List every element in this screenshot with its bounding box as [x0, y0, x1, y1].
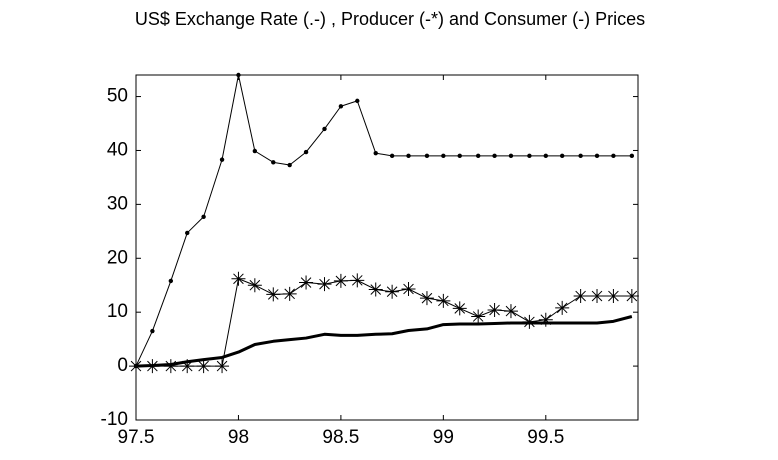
marker [303, 149, 309, 155]
marker [317, 277, 332, 292]
marker [441, 153, 446, 159]
marker [252, 148, 258, 154]
marker [629, 153, 635, 159]
marker [150, 328, 155, 334]
marker [624, 289, 639, 304]
marker [196, 359, 211, 374]
plot-frame [135, 74, 639, 421]
marker [471, 309, 486, 324]
marker [457, 153, 462, 159]
x-tick-label: 98.5 [322, 427, 359, 448]
marker [266, 287, 281, 302]
marker [475, 153, 481, 159]
marker [406, 153, 411, 159]
marker [236, 72, 241, 78]
marker [338, 104, 344, 109]
y-tick-label: 0 [117, 355, 128, 376]
y-tick-label: 40 [107, 139, 128, 160]
marker [594, 153, 600, 159]
marker [436, 293, 451, 308]
y-tick-label: 30 [107, 193, 128, 214]
chart-title: US$ Exchange Rate (.-) , Producer (-*) a… [135, 9, 645, 29]
marker [219, 157, 225, 162]
marker [452, 301, 467, 316]
marker [424, 153, 430, 159]
marker [543, 153, 548, 159]
marker [606, 289, 621, 304]
marker [503, 304, 518, 319]
marker [215, 359, 230, 374]
marker [538, 312, 553, 327]
marker [333, 273, 348, 288]
marker [373, 150, 378, 156]
marker [419, 291, 434, 306]
marker [573, 289, 588, 304]
marker [401, 282, 416, 297]
marker [163, 359, 178, 374]
marker [282, 286, 297, 301]
marker [368, 282, 383, 297]
marker [611, 153, 616, 159]
marker [555, 300, 570, 315]
marker [185, 230, 190, 236]
marker [287, 162, 292, 168]
y-tick-label: 10 [107, 301, 128, 322]
marker [201, 214, 206, 219]
marker [168, 278, 174, 284]
marker [590, 289, 605, 304]
x-tick-label: 99 [433, 427, 454, 448]
marker [559, 153, 565, 159]
marker [350, 273, 365, 288]
marker [271, 160, 276, 165]
marker [385, 284, 400, 299]
x-tick-label: 98 [228, 427, 249, 448]
x-tick-label: 97.5 [118, 427, 155, 448]
marker [322, 126, 327, 132]
marker [129, 359, 143, 374]
series-line [135, 315, 633, 368]
marker [389, 153, 395, 159]
marker [299, 275, 314, 290]
marker [180, 359, 195, 374]
y-tick-label: -10 [101, 409, 128, 430]
x-tick-label: 99.5 [527, 427, 564, 448]
marker [487, 303, 502, 318]
marker [231, 271, 246, 286]
marker [578, 153, 583, 159]
marker [492, 153, 497, 159]
y-tick-label: 50 [107, 86, 128, 107]
marker [355, 98, 360, 104]
marker [247, 278, 262, 293]
marker [527, 153, 532, 159]
y-tick-label: 20 [107, 247, 128, 268]
series-line [135, 74, 632, 367]
marker [508, 153, 514, 159]
